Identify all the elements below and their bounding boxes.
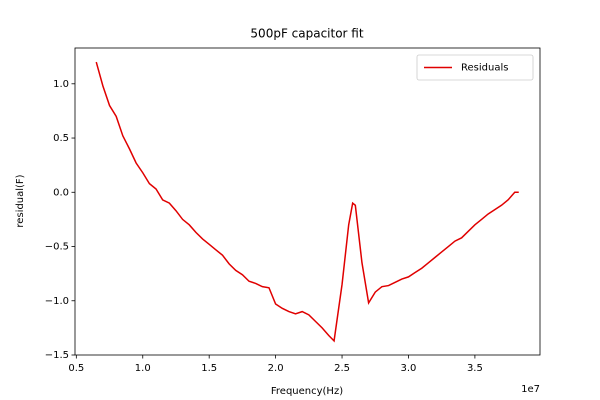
- y-tick-label: −1.0: [45, 296, 69, 307]
- y-tick-label: 0.0: [53, 187, 69, 198]
- x-tick-label: 1.5: [201, 363, 217, 374]
- x-tick-label: 3.0: [401, 363, 417, 374]
- y-tick-label: −1.5: [45, 350, 69, 361]
- y-tick-label: −0.5: [45, 242, 69, 253]
- x-axis-label: Frequency(Hz): [271, 386, 343, 397]
- x-tick-label: 2.0: [268, 363, 284, 374]
- y-tick-label: 1.0: [53, 79, 69, 90]
- axes-frame: [74, 47, 541, 356]
- x-offset-label: 1e7: [521, 384, 540, 395]
- x-tick-label: 1.0: [135, 363, 151, 374]
- data-line: [95, 61, 519, 343]
- x-tick-label: 2.5: [334, 363, 350, 374]
- x-tick-label: 0.5: [68, 363, 84, 374]
- legend-box: [416, 54, 534, 81]
- y-axis-label: residual(F): [15, 174, 26, 227]
- y-tick-label: 0.5: [53, 133, 69, 144]
- legend-label: Residuals: [461, 63, 508, 74]
- chart-title: 500pF capacitor fit: [250, 27, 363, 41]
- x-tick-label: 3.5: [467, 363, 483, 374]
